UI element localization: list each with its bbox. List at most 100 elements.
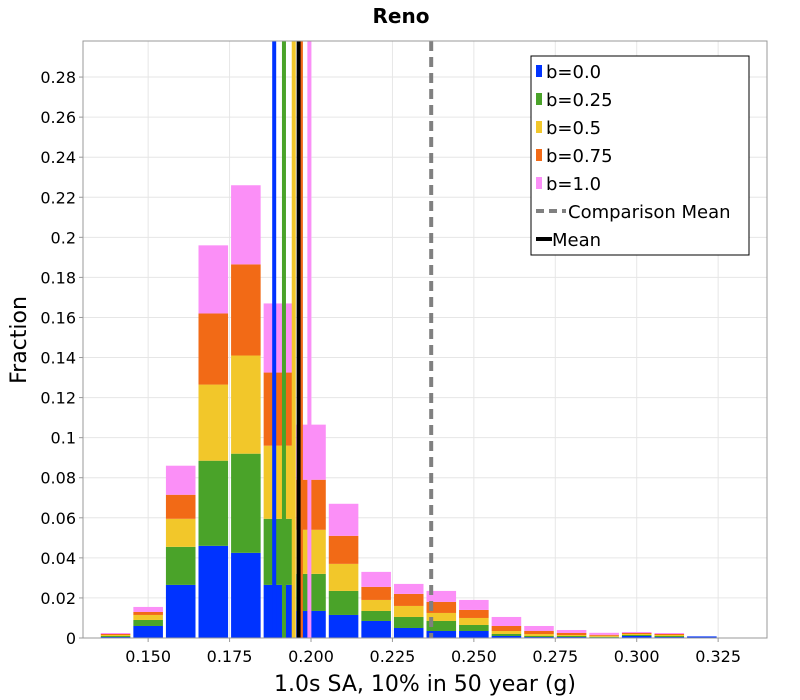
bar-segment xyxy=(165,465,196,495)
bar-segment xyxy=(621,634,652,636)
bar-segment xyxy=(100,634,131,636)
x-axis-ticks: 0.150 0.175 0.200 0.225 0.250 0.275 0.300 0.325 xyxy=(125,638,741,666)
bar-segment xyxy=(361,571,391,587)
bar-segment xyxy=(165,546,196,585)
bar-segment xyxy=(165,584,196,638)
bar-segment xyxy=(524,635,554,637)
x-tick-label: 0.200 xyxy=(288,647,334,666)
bar-segment xyxy=(556,632,587,635)
x-tick-label: 0.275 xyxy=(532,647,578,666)
bar-segment xyxy=(589,634,619,636)
bar-segment xyxy=(491,625,522,631)
y-tick-label: 0 xyxy=(66,629,76,648)
bar-segment xyxy=(393,627,424,638)
bar-segment xyxy=(198,245,229,314)
legend: b=0.0 b=0.25 b=0.5 b=0.75 b=1.0 Comparison Me… xyxy=(530,55,750,256)
bar-segment xyxy=(361,586,391,600)
bar-segment xyxy=(556,635,587,637)
x-tick-label: 0.175 xyxy=(207,647,253,666)
bar-segment xyxy=(263,584,294,638)
bar-segment xyxy=(524,636,554,638)
bar-segment xyxy=(621,635,652,638)
y-tick-label: 0.16 xyxy=(40,308,76,327)
legend-label: Mean xyxy=(552,230,601,251)
bar-segment xyxy=(198,384,229,461)
bar-segment xyxy=(426,590,457,602)
bar-segment xyxy=(426,612,457,621)
bar-segment xyxy=(263,372,294,446)
y-tick-label: 0.04 xyxy=(40,549,76,568)
bar-segment xyxy=(426,601,457,613)
bar-segment xyxy=(621,631,652,633)
y-axis-title: Fraction xyxy=(7,296,32,384)
mean-lines xyxy=(272,41,434,638)
bar-segment xyxy=(165,494,196,519)
y-tick-label: 0.08 xyxy=(40,469,76,488)
bar-segment xyxy=(133,625,163,638)
bar-segment xyxy=(328,614,359,638)
y-tick-label: 0.2 xyxy=(51,228,76,247)
bar-segment xyxy=(524,633,554,636)
bar-segment xyxy=(133,619,163,626)
bar-segment xyxy=(361,599,391,611)
bar-segment xyxy=(231,552,261,638)
bar-segment xyxy=(459,599,489,610)
y-tick-label: 0.18 xyxy=(40,268,76,287)
bar-segment xyxy=(524,630,554,634)
legend-swatch xyxy=(536,121,542,133)
bar-segment xyxy=(556,629,587,633)
bar-segment xyxy=(687,636,717,638)
y-tick-label: 0.28 xyxy=(40,68,76,87)
legend-label: b=0.75 xyxy=(546,146,613,167)
bar-segment xyxy=(393,583,424,594)
bar-segment xyxy=(263,445,294,519)
x-tick-label: 0.150 xyxy=(125,647,171,666)
bar-segment xyxy=(263,518,294,585)
legend-box xyxy=(530,55,750,256)
bar-segment xyxy=(589,636,619,638)
legend-swatch xyxy=(536,149,542,161)
bar-segment xyxy=(100,632,131,634)
bar-segment xyxy=(459,617,489,625)
bar-segment xyxy=(231,453,261,553)
bar-segment xyxy=(100,635,131,637)
bar-segment xyxy=(426,620,457,631)
y-tick-label: 0.14 xyxy=(40,349,76,368)
y-tick-label: 0.22 xyxy=(40,188,76,207)
bar-segment xyxy=(198,313,229,385)
bar-segment xyxy=(393,605,424,617)
x-tick-label: 0.325 xyxy=(695,647,741,666)
y-axis-ticks: 0 0.02 0.04 0.06 0.08 0.1 0.12 0.14 0.16 0.18 0.2 0… xyxy=(40,68,83,648)
bar-segment xyxy=(654,636,685,638)
bar-segment xyxy=(459,624,489,631)
bar-segment xyxy=(524,625,554,631)
legend-label: Comparison Mean xyxy=(568,202,731,223)
y-tick-label: 0.12 xyxy=(40,389,76,408)
legend-label: b=0.0 xyxy=(546,62,601,83)
bar-segment xyxy=(393,616,424,628)
bar-segment xyxy=(165,518,196,547)
y-tick-label: 0.06 xyxy=(40,509,76,528)
bar-segment xyxy=(361,610,391,621)
legend-label: b=1.0 xyxy=(546,174,601,195)
bar-segment xyxy=(263,303,294,373)
bar-segment xyxy=(459,630,489,638)
bar-segment xyxy=(231,185,261,265)
bar-segment xyxy=(393,593,424,606)
x-tick-label: 0.250 xyxy=(451,647,497,666)
legend-swatch xyxy=(536,65,542,77)
bar-segment xyxy=(100,636,131,638)
bar-segment xyxy=(491,635,522,638)
bar-segment xyxy=(231,264,261,356)
bar-segment xyxy=(133,614,163,620)
bar-segment xyxy=(556,636,587,638)
legend-label: b=0.5 xyxy=(546,118,601,139)
bar-segment xyxy=(459,609,489,618)
bar-segment xyxy=(328,535,359,564)
bar-segment xyxy=(589,635,619,637)
bar-segment xyxy=(328,590,359,615)
bar-segment xyxy=(654,633,685,635)
y-tick-label: 0.24 xyxy=(40,148,76,167)
bar-segment xyxy=(198,545,229,638)
